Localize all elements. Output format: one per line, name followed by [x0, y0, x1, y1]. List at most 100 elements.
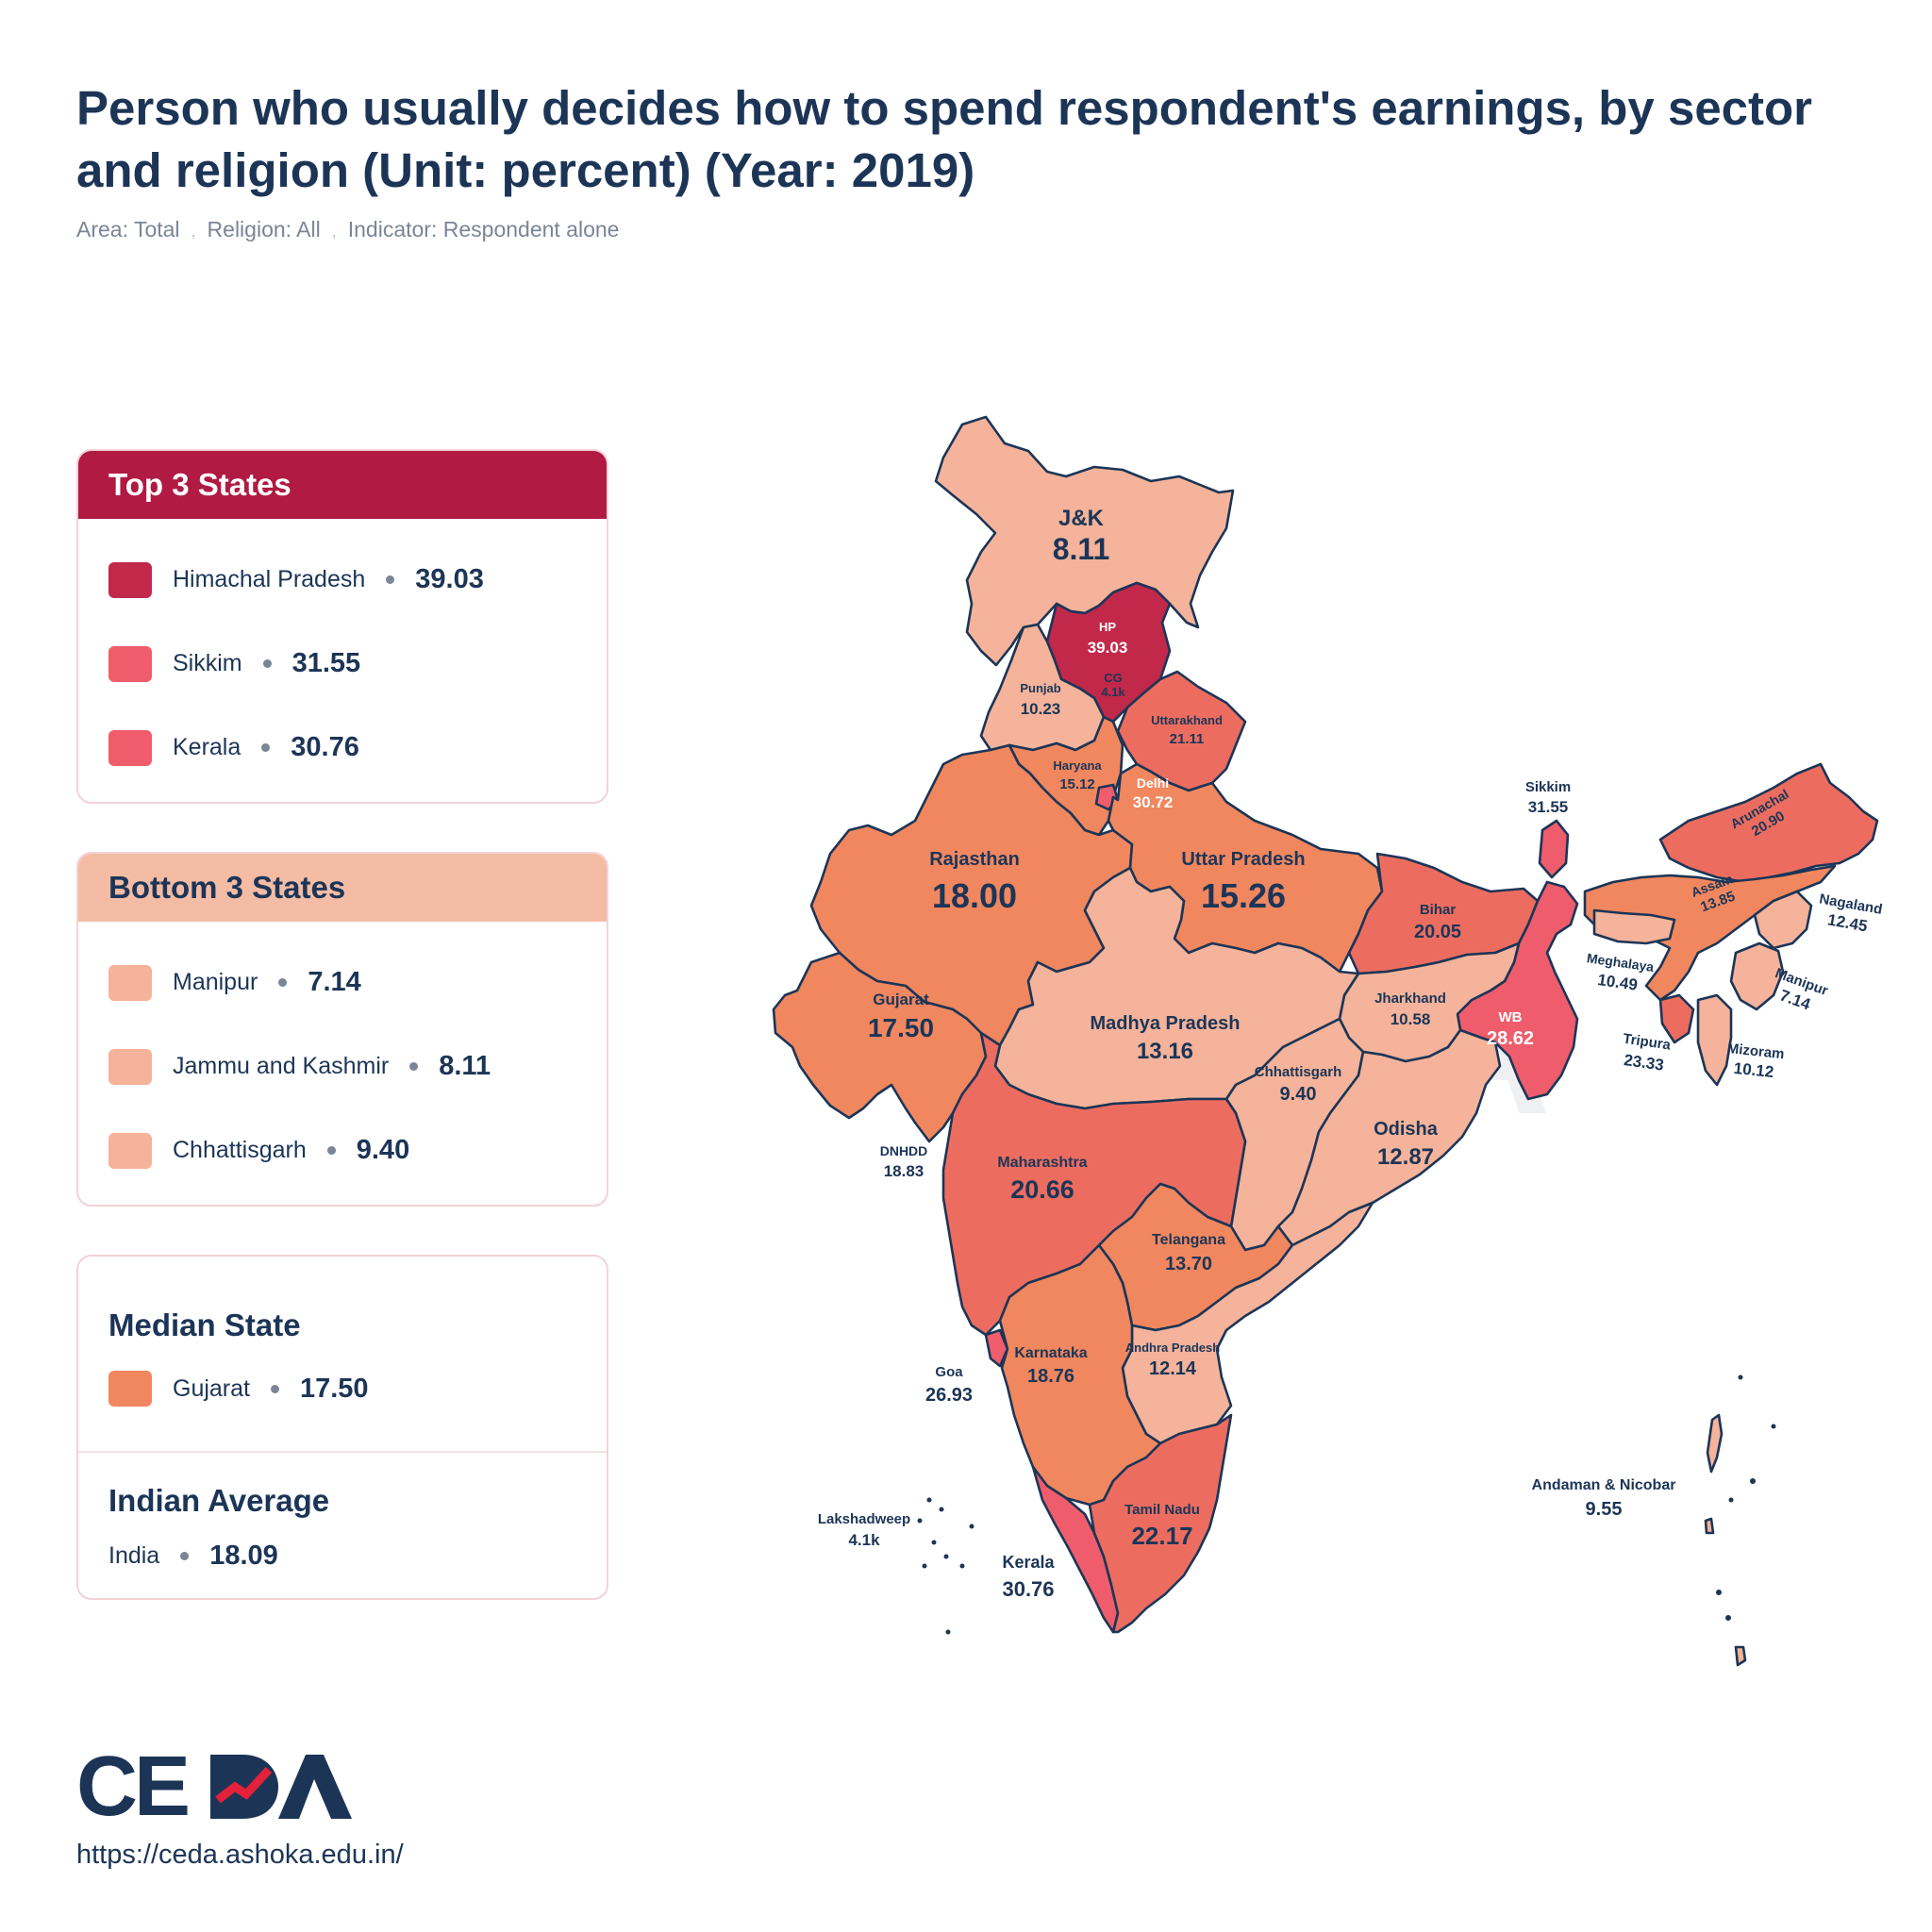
region-odisha[interactable]: [1276, 1028, 1502, 1247]
region-arunachal[interactable]: [1658, 762, 1879, 884]
label-wb: WB 28.62: [1487, 1009, 1534, 1050]
state-value: 39.03: [415, 564, 484, 594]
andaman-islands[interactable]: [1704, 1374, 1776, 1667]
state-value: 7.14: [308, 967, 361, 997]
label-punjab: Punjab 10.23: [1020, 681, 1061, 718]
label-uttarakhand: Uttarakhand 21.11: [1151, 713, 1223, 747]
region-nagaland[interactable]: [1753, 890, 1813, 950]
state-name: Himachal Pradesh: [173, 566, 366, 592]
label-value: 31.55: [1527, 798, 1569, 817]
label-name: DNHDD: [879, 1143, 928, 1158]
label-maharashtra: Maharashtra 20.66: [997, 1155, 1087, 1205]
median-heading: Median State: [78, 1257, 607, 1347]
region-gujarat[interactable]: [772, 951, 988, 1143]
label-name: Odisha: [1374, 1119, 1438, 1140]
region-manipur[interactable]: [1729, 941, 1785, 1011]
region-tamilnadu[interactable]: [1088, 1413, 1233, 1634]
label-value: 10.23: [1020, 699, 1061, 718]
label-value: 22.17: [1131, 1522, 1193, 1551]
label-name: Goa: [935, 1364, 963, 1380]
filter-area: Area: Total: [76, 217, 180, 242]
label-karnataka: Karnataka 18.76: [1014, 1345, 1087, 1388]
label-name: Madhya Pradesh: [1090, 1013, 1241, 1034]
label-rajasthan: Rajasthan 18.00: [929, 849, 1020, 915]
label-haryana: Haryana 15.12: [1053, 758, 1102, 792]
legend-swatch: [108, 561, 152, 598]
source-url[interactable]: https://ceda.ashoka.edu.in/: [76, 1840, 404, 1870]
separator-dot: [270, 1384, 279, 1393]
label-value: 15.12: [1059, 775, 1095, 792]
label-name: Chhattisgarh: [1254, 1064, 1342, 1080]
label-up: Uttar Pradesh 15.26: [1181, 849, 1305, 915]
label-kerala: Kerala 30.76: [1002, 1553, 1054, 1601]
label-name: Rajasthan: [929, 849, 1020, 870]
label-name: CG: [1104, 671, 1123, 685]
bottom-state-item: Chhattisgarh 9.40: [78, 1108, 607, 1192]
label-value: 12.14: [1148, 1357, 1197, 1379]
country-name: India: [108, 1541, 160, 1569]
label-value: 9.40: [1279, 1084, 1317, 1106]
label-goa: Goa 26.93: [925, 1364, 973, 1407]
svg-text:CE: CE: [76, 1745, 188, 1824]
filter-religion: Religion: All: [207, 217, 321, 242]
region-karnataka[interactable]: [998, 1243, 1162, 1507]
label-jharkhand: Jharkhand 10.58: [1374, 991, 1446, 1029]
label-value: 4.1k: [848, 1531, 880, 1550]
card-divider: [78, 1451, 607, 1453]
separator-dot: [386, 575, 395, 584]
state-value: 31.55: [291, 648, 361, 678]
label-cg: CG 4.1k: [1101, 671, 1125, 700]
label-name: Sikkim: [1524, 779, 1572, 795]
region-mizoram[interactable]: [1696, 993, 1733, 1087]
label-name: WB: [1498, 1009, 1523, 1025]
separator-dot: [278, 978, 288, 987]
bottom-state-item: Manipur 7.14: [78, 941, 607, 1024]
label-value: 9.55: [1585, 1499, 1623, 1521]
legend-swatch: [108, 964, 152, 1001]
label-name: Haryana: [1053, 758, 1102, 773]
region-meghalaya[interactable]: [1592, 908, 1676, 945]
label-value: 20.05: [1413, 922, 1462, 943]
label-value: 10.58: [1390, 1010, 1431, 1029]
label-name: Andaman & Nicobar: [1531, 1477, 1676, 1493]
label-name: Telangana: [1152, 1232, 1225, 1248]
state-value: 9.40: [356, 1135, 410, 1165]
legend-swatch: [108, 645, 152, 682]
label-name: Punjab: [1020, 681, 1061, 695]
label-value: 28.62: [1486, 1028, 1535, 1050]
bottom-state-item: Jammu and Kashmir 8.11: [78, 1024, 607, 1108]
top-state-item: Kerala 30.76: [78, 706, 607, 790]
average-heading: Indian Average: [78, 1453, 607, 1523]
state-name: Chhattisgarh: [173, 1137, 307, 1163]
state-value: 30.76: [291, 732, 359, 762]
label-name: Gujarat: [873, 991, 929, 1008]
label-value: 8.11: [1052, 531, 1110, 566]
separator-dot: [262, 659, 272, 668]
region-assam[interactable]: [1583, 864, 1837, 1002]
label-name: J&K: [1058, 506, 1105, 531]
label-value: 39.03: [1087, 638, 1128, 657]
legend-swatch: [108, 729, 152, 766]
ceda-logo: CE: [76, 1745, 352, 1824]
region-tripura[interactable]: [1658, 993, 1695, 1044]
label-andaman: Andaman & Nicobar 9.55: [1532, 1477, 1676, 1521]
label-value: 21.11: [1169, 730, 1205, 747]
label-name: Bihar: [1419, 902, 1457, 918]
region-sikkim[interactable]: [1538, 819, 1570, 879]
label-value: 20.66: [1010, 1175, 1074, 1205]
separator-dot: [326, 1146, 336, 1155]
state-name: Manipur: [173, 969, 258, 995]
label-name: Kerala: [1002, 1553, 1055, 1572]
label-value: 4.1k: [1101, 684, 1125, 699]
separator-dot: [261, 743, 271, 752]
median-average-card: Median State Gujarat 17.50 Indian Averag…: [76, 1255, 608, 1600]
label-name: Uttarakhand: [1151, 713, 1223, 727]
legend-swatch: [108, 1132, 152, 1169]
state-name: Sikkim: [173, 650, 242, 676]
filter-indicator: Indicator: Respondent alone: [347, 217, 620, 242]
separator-dot: [409, 1062, 419, 1071]
label-jk: J&K 8.11: [1053, 506, 1110, 566]
label-value: 30.76: [1002, 1576, 1055, 1601]
label-value: 15.26: [1200, 876, 1287, 915]
